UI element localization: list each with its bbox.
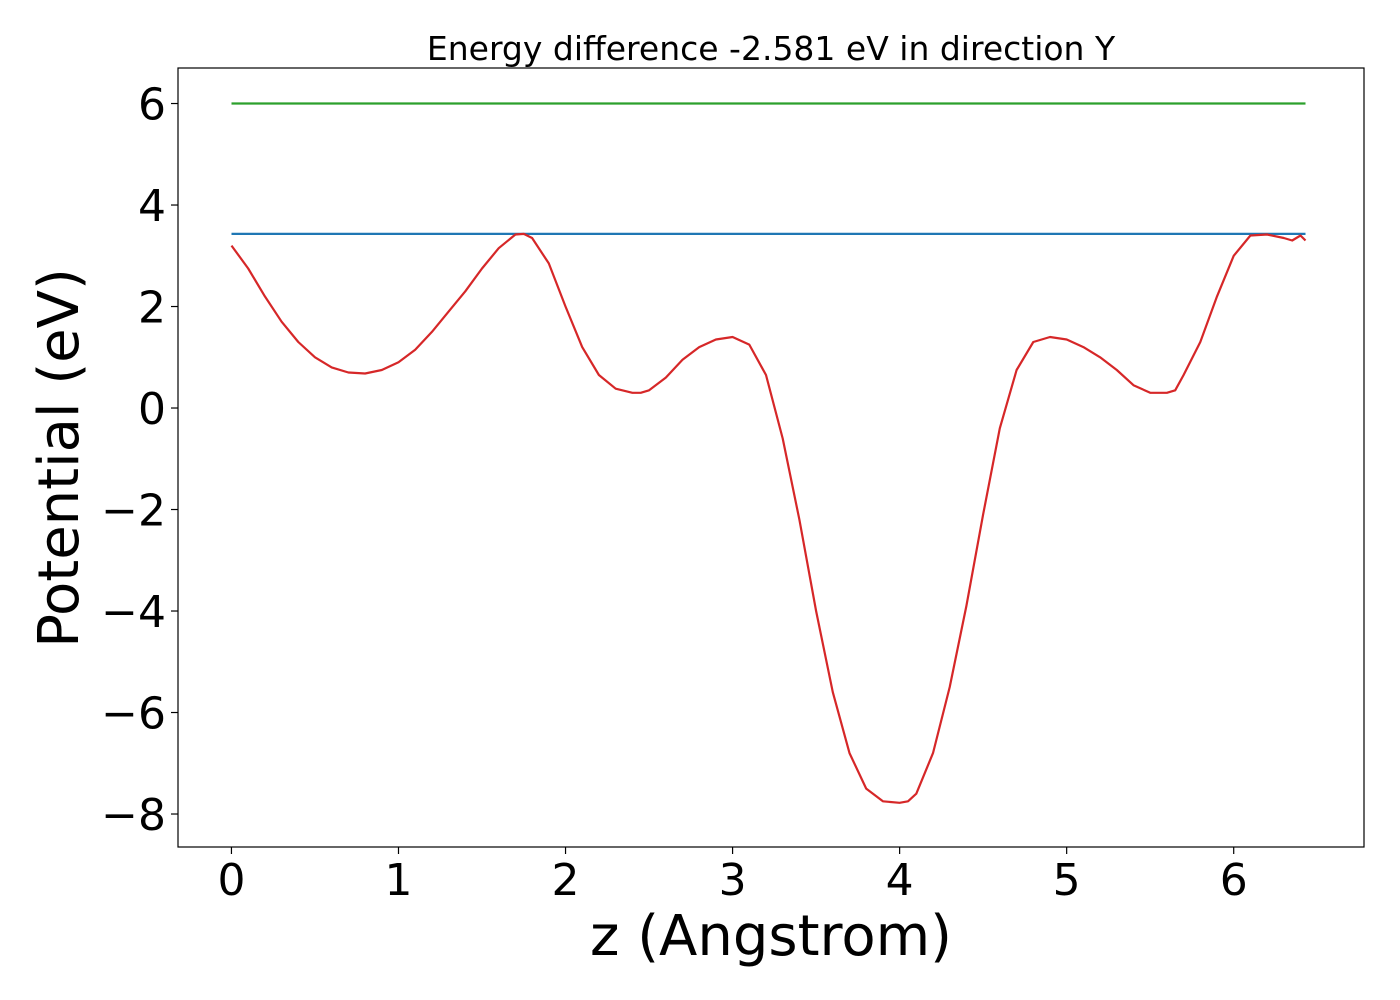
x-axis-label: z (Angstrom): [590, 904, 952, 969]
y-tick-label: 0: [138, 384, 166, 435]
x-tick-label: 5: [1053, 855, 1081, 906]
y-axis-label: Potential (eV): [27, 268, 92, 648]
y-axis-ticks: −8 −6 −4 −2 0 2 4 6: [101, 80, 178, 841]
axes-frame: [177, 67, 1365, 848]
x-tick-label: 4: [886, 855, 914, 906]
x-tick-label: 6: [1220, 855, 1248, 906]
y-tick-label: −4: [101, 587, 166, 638]
x-axis-ticks: 0 1 2 3 4 5 6: [217, 847, 1248, 906]
x-tick-label: 2: [552, 855, 580, 906]
y-tick-label: −6: [101, 689, 166, 740]
x-tick-label: 0: [217, 855, 245, 906]
x-tick-label: 1: [384, 855, 412, 906]
plot-area: [230, 102, 1307, 804]
chart-title: Energy difference -2.581 eV in direction…: [427, 29, 1116, 68]
y-tick-label: −2: [101, 486, 166, 537]
y-tick-label: −8: [101, 790, 166, 841]
x-tick-label: 3: [719, 855, 747, 906]
y-tick-label: 2: [138, 283, 166, 334]
y-tick-label: 4: [138, 181, 166, 232]
series-line-3: [230, 232, 1307, 804]
y-tick-label: 6: [138, 80, 166, 131]
